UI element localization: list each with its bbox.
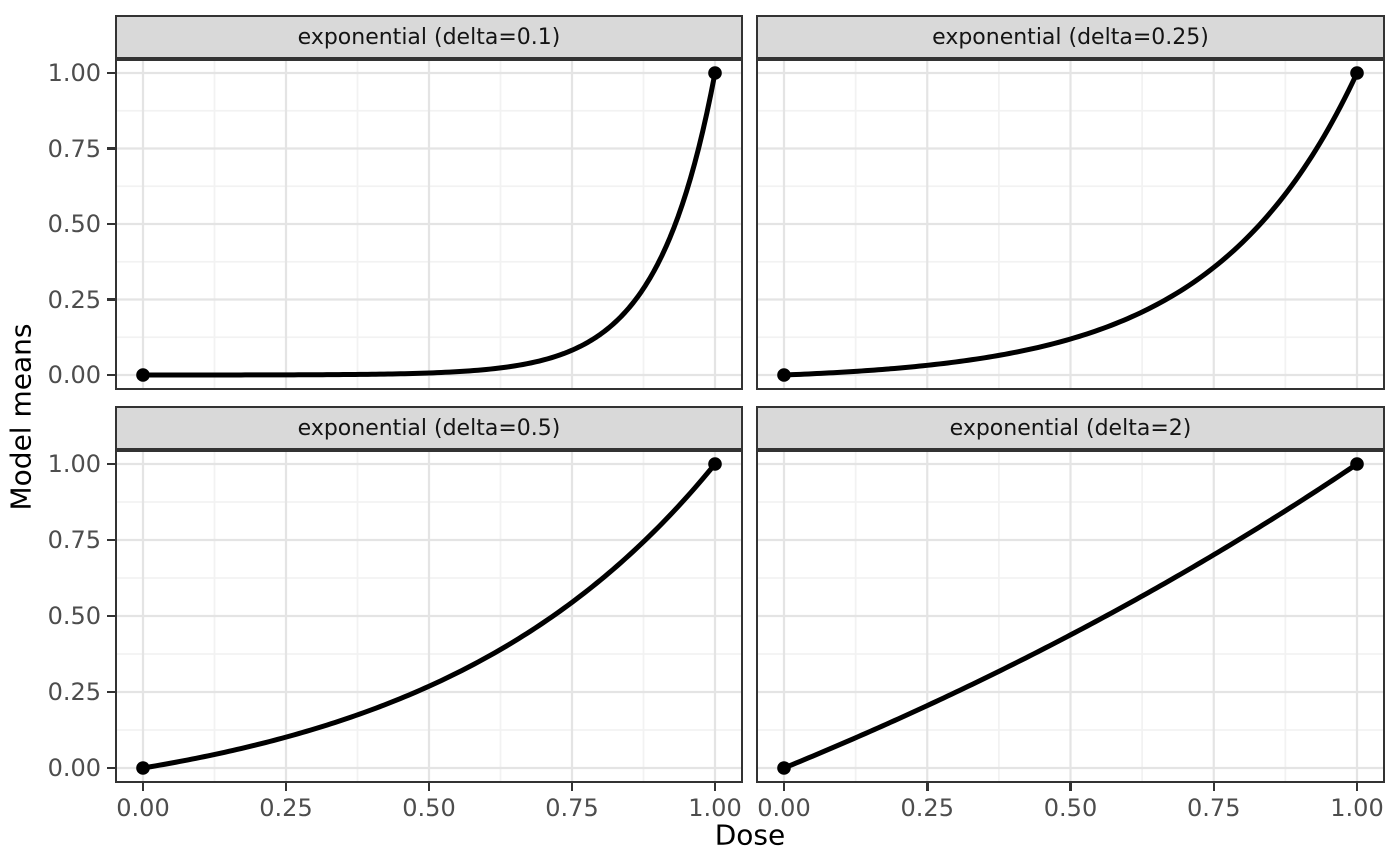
facet-panel (115, 59, 743, 390)
facet-strip: exponential (delta=0.25) (756, 15, 1385, 59)
x-tick-mark (141, 783, 145, 791)
facet-panel-svg (115, 59, 743, 390)
y-tick-label: 1.00 (47, 450, 101, 478)
y-tick-mark (107, 766, 115, 770)
y-tick-mark (107, 373, 115, 377)
endpoint-dot (708, 457, 722, 471)
facet-panel (756, 59, 1385, 390)
facet-strip: exponential (delta=0.1) (115, 15, 743, 59)
y-tick-mark (107, 538, 115, 542)
y-tick-mark (107, 462, 115, 466)
facet-strip-label: exponential (delta=0.25) (932, 24, 1209, 50)
facet-panel (115, 450, 743, 783)
y-tick-label: 0.00 (47, 361, 101, 389)
x-tick-label: 1.00 (688, 794, 742, 822)
endpoint-dot (777, 368, 791, 382)
endpoint-dot (136, 761, 150, 775)
facet-strip: exponential (delta=0.5) (115, 406, 743, 450)
x-tick-label: 0.00 (757, 794, 811, 822)
facet-strip-label: exponential (delta=2) (949, 415, 1192, 441)
x-tick-label: 0.50 (1043, 794, 1098, 822)
x-tick-mark (570, 783, 574, 791)
panel-border (756, 450, 1385, 783)
facet-panel (756, 450, 1385, 783)
y-tick-mark (107, 71, 115, 75)
y-tick-mark (107, 298, 115, 301)
x-axis-title: Dose (714, 818, 786, 852)
facet-strip: exponential (delta=2) (756, 406, 1385, 450)
x-tick-label: 0.75 (545, 794, 599, 822)
x-tick-label: 0.25 (900, 794, 954, 822)
y-tick-mark (107, 690, 115, 694)
y-tick-label: 0.50 (47, 210, 101, 238)
facet-strip-label: exponential (delta=0.1) (297, 24, 561, 50)
y-tick-label: 0.75 (47, 134, 101, 163)
y-tick-label: 0.50 (47, 602, 101, 630)
endpoint-dot (1350, 457, 1364, 471)
x-tick-label: 0.25 (259, 794, 313, 822)
x-tick-mark (284, 783, 288, 791)
endpoint-dot (708, 66, 722, 80)
model-curve (781, 461, 1360, 771)
y-tick-mark (107, 222, 115, 226)
x-tick-mark (926, 783, 929, 791)
y-tick-label: 1.00 (47, 59, 101, 87)
x-tick-mark (1212, 783, 1215, 791)
x-tick-label: 0.00 (116, 794, 170, 822)
endpoint-dot (1350, 66, 1364, 80)
x-tick-label: 0.75 (1187, 794, 1241, 822)
model-curve (140, 461, 718, 771)
x-tick-mark (782, 783, 786, 791)
panel-border (115, 59, 743, 390)
y-tick-mark (107, 147, 115, 150)
x-tick-mark (1069, 783, 1072, 791)
endpoint-dot (777, 761, 791, 775)
facet-panel-svg (115, 450, 743, 783)
x-tick-mark (713, 783, 717, 791)
y-tick-mark (107, 614, 115, 618)
endpoint-dot (136, 368, 150, 382)
model-curve (140, 70, 718, 378)
model-curve (781, 70, 1360, 378)
facet-panel-svg (756, 450, 1385, 783)
y-tick-label: 0.25 (47, 678, 101, 706)
y-tick-label: 0.25 (47, 285, 101, 314)
y-axis-title: Model means (4, 323, 38, 511)
y-tick-label: 0.00 (47, 754, 101, 782)
x-tick-label: 1.00 (1330, 794, 1384, 822)
x-tick-label: 0.50 (402, 794, 456, 822)
panel-border (115, 450, 743, 783)
facet-panel-svg (756, 59, 1385, 390)
x-tick-mark (427, 783, 431, 791)
facet-strip-label: exponential (delta=0.5) (297, 415, 561, 441)
y-tick-label: 0.75 (47, 526, 101, 554)
panel-border (756, 59, 1385, 390)
x-tick-mark (1355, 783, 1359, 791)
